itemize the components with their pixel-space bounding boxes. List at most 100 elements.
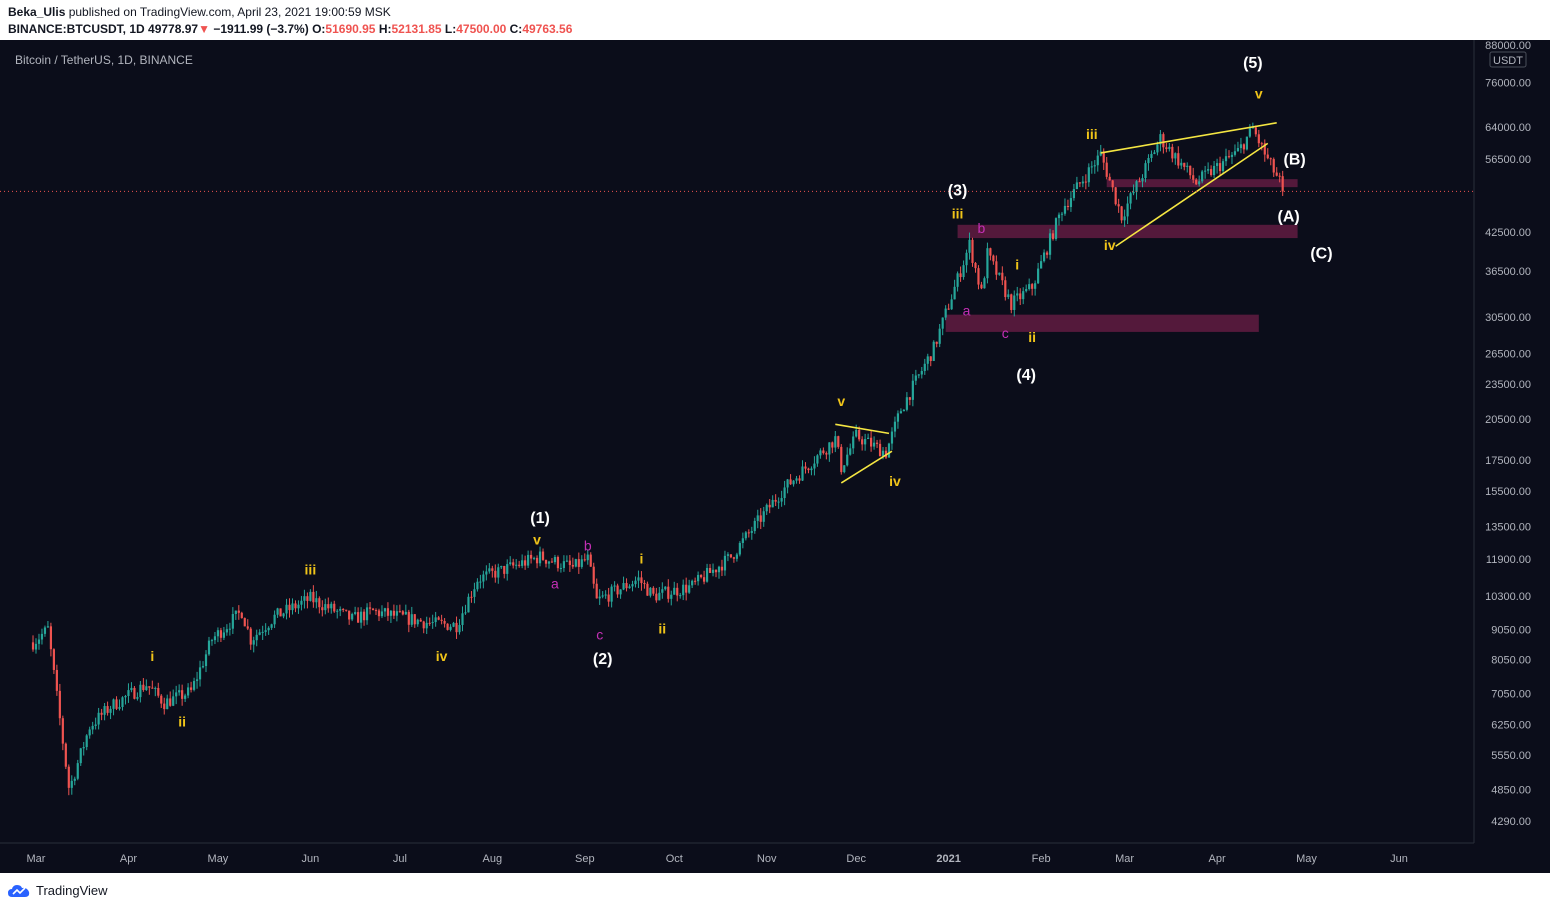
candle (965, 249, 968, 273)
wave-label: (1) (530, 510, 550, 527)
axes: 88000.00 76000.00 64000.00 56500.00 42500.00… (0, 40, 1550, 873)
candle (1236, 141, 1240, 152)
candle (1269, 157, 1272, 166)
wave-label: c (596, 626, 603, 642)
candle (374, 608, 378, 615)
candle (875, 439, 879, 449)
candle (1144, 160, 1147, 183)
candle (893, 416, 897, 438)
candle (1108, 173, 1111, 181)
price-axis-label: 4290.00 (1491, 816, 1531, 828)
candle (452, 621, 455, 628)
tradingview-logo[interactable]: TradingView (8, 883, 108, 898)
time-axis-label: Dec (846, 853, 866, 865)
candle (166, 694, 169, 710)
candle (428, 617, 431, 626)
candle (201, 661, 205, 669)
wave-label: ii (178, 713, 186, 729)
candle (1174, 152, 1177, 165)
candle (1022, 287, 1025, 305)
candle (747, 529, 750, 538)
candle (1263, 139, 1266, 162)
price-axis-label: 42500.00 (1485, 227, 1531, 239)
candle (673, 581, 676, 595)
candle (580, 555, 583, 569)
candle (82, 741, 85, 756)
time-axis-label: May (1296, 853, 1317, 865)
candle (318, 596, 321, 614)
candle (807, 467, 810, 474)
candle (422, 620, 425, 634)
candle (401, 610, 404, 616)
price-chart[interactable]: 49763.5607:59:03 (1)v(2)cbaiiiiviiiiiivi… (0, 40, 1550, 873)
candle (303, 589, 306, 609)
candle (768, 498, 771, 514)
candle (604, 590, 607, 599)
candle (902, 409, 906, 412)
candle (85, 734, 88, 751)
candle (744, 530, 747, 541)
candle (139, 680, 142, 703)
candle (189, 681, 193, 693)
candle (735, 552, 738, 562)
time-axis-label: Mar (27, 853, 46, 865)
price-axis-label: 4850.00 (1491, 784, 1531, 796)
candle (968, 232, 971, 260)
high-label: H: (378, 22, 392, 36)
candle (1034, 280, 1037, 296)
candle (518, 560, 521, 568)
candle (130, 682, 133, 693)
candle (846, 447, 849, 467)
candle (553, 554, 557, 565)
candle (1081, 176, 1084, 188)
ohlc-line: BINANCE:BTCUSDT, 1D 49778.97▼ −1911.99 (… (8, 22, 572, 36)
candle (64, 742, 67, 770)
candle (127, 683, 130, 703)
candle (184, 693, 187, 703)
candle (1245, 136, 1248, 151)
candle (1105, 156, 1108, 180)
candle (1233, 144, 1237, 157)
candle (643, 579, 646, 589)
candle (583, 553, 586, 562)
price-axis-label: 36500.00 (1485, 266, 1531, 278)
candle (1248, 124, 1251, 138)
candle (1201, 169, 1204, 184)
candle (1183, 162, 1186, 171)
candle (297, 600, 300, 614)
candle (816, 454, 819, 467)
candle (953, 279, 956, 300)
wave-label: (5) (1243, 55, 1263, 72)
candle (216, 627, 220, 643)
candle (342, 608, 345, 613)
trendline (835, 423, 890, 435)
candle (810, 466, 813, 476)
candle (532, 556, 536, 561)
candle (94, 717, 97, 730)
candle (789, 474, 792, 485)
candle (738, 541, 741, 557)
candle (777, 497, 780, 509)
candle (1141, 174, 1144, 188)
candle (890, 427, 894, 450)
author-name[interactable]: Beka_Ulis (8, 5, 66, 19)
time-axis-label: Jul (393, 853, 407, 865)
candle (219, 627, 223, 642)
candle (288, 598, 291, 618)
candle (476, 578, 479, 592)
candle (371, 607, 375, 611)
candle (562, 555, 566, 572)
candle (947, 303, 950, 310)
candle (515, 559, 518, 570)
candle (327, 597, 330, 613)
candle (145, 679, 148, 691)
candle (198, 660, 202, 687)
candle (679, 592, 682, 599)
candle (416, 618, 419, 627)
candle (872, 436, 876, 450)
candle (974, 261, 977, 273)
candle (840, 444, 843, 475)
chart-area[interactable]: 49763.5607:59:03 (1)v(2)cbaiiiiviiiiiivi… (0, 40, 1550, 873)
candle (726, 552, 730, 562)
